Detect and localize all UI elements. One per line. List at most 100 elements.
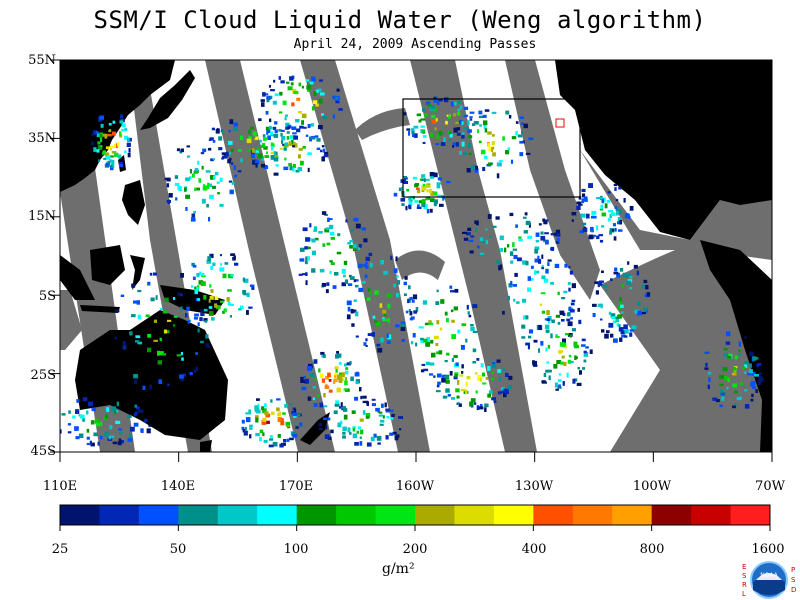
clw-pixel bbox=[221, 152, 226, 155]
clw-pixel bbox=[283, 166, 289, 171]
clw-pixel bbox=[541, 380, 546, 384]
clw-pixel bbox=[362, 400, 368, 404]
clw-pixel bbox=[747, 372, 753, 376]
clw-pixel bbox=[304, 246, 309, 250]
clw-pixel bbox=[321, 145, 325, 148]
clw-pixel bbox=[548, 375, 551, 381]
clw-pixel bbox=[618, 324, 621, 328]
clw-pixel bbox=[100, 421, 103, 426]
clw-pixel bbox=[289, 166, 293, 171]
clw-pixel bbox=[259, 139, 262, 143]
clw-pixel bbox=[358, 243, 362, 248]
clw-pixel bbox=[203, 184, 206, 188]
clw-pixel bbox=[327, 436, 332, 440]
clw-pixel bbox=[451, 334, 456, 339]
clw-pixel bbox=[367, 333, 372, 336]
swath-gap-8 bbox=[355, 108, 410, 140]
clw-pixel bbox=[167, 383, 170, 387]
clw-pixel bbox=[201, 272, 205, 276]
clw-pixel bbox=[418, 326, 424, 329]
lon-label-110e: 110E bbox=[42, 479, 78, 494]
clw-pixel bbox=[462, 231, 467, 234]
clw-pixel bbox=[210, 265, 213, 270]
clw-pixel bbox=[753, 374, 759, 377]
clw-pixel bbox=[248, 306, 253, 309]
clw-pixel bbox=[621, 311, 624, 314]
clw-pixel bbox=[147, 333, 152, 338]
clw-pixel bbox=[110, 164, 113, 168]
clw-pixel bbox=[555, 388, 559, 391]
clw-pixel bbox=[523, 230, 529, 234]
clw-pixel bbox=[472, 348, 477, 353]
clw-pixel bbox=[257, 154, 262, 157]
clw-pixel bbox=[528, 137, 534, 140]
clw-pixel bbox=[479, 377, 483, 382]
clw-pixel bbox=[476, 358, 480, 361]
clw-pixel bbox=[456, 132, 461, 136]
clw-pixel bbox=[324, 228, 330, 233]
clw-pixel bbox=[624, 329, 629, 334]
clw-pixel bbox=[268, 126, 273, 130]
clw-pixel bbox=[387, 334, 392, 340]
clw-pixel bbox=[519, 140, 524, 144]
clw-pixel bbox=[489, 235, 493, 238]
clw-pixel bbox=[385, 408, 390, 411]
clw-pixel bbox=[180, 352, 183, 356]
clw-pixel bbox=[75, 436, 80, 440]
clw-pixel bbox=[225, 151, 229, 157]
colorbar-swatch bbox=[454, 505, 495, 525]
clw-pixel bbox=[517, 134, 523, 138]
clw-pixel bbox=[311, 106, 315, 111]
clw-pixel bbox=[366, 442, 372, 447]
clw-pixel bbox=[209, 183, 212, 187]
clw-pixel bbox=[404, 276, 408, 280]
clw-pixel bbox=[295, 426, 299, 429]
clw-pixel bbox=[469, 111, 475, 114]
clw-pixel bbox=[306, 85, 311, 90]
clw-pixel bbox=[274, 153, 278, 157]
clw-pixel bbox=[505, 150, 510, 155]
clw-pixel bbox=[484, 128, 488, 133]
clw-pixel bbox=[607, 218, 611, 222]
clw-pixel bbox=[374, 290, 379, 295]
clw-pixel bbox=[314, 135, 319, 138]
clw-pixel bbox=[446, 181, 451, 184]
clw-pixel bbox=[582, 222, 587, 226]
clw-pixel bbox=[454, 288, 459, 293]
clw-pixel bbox=[433, 172, 438, 178]
clw-pixel bbox=[305, 79, 310, 82]
clw-pixel bbox=[266, 130, 269, 135]
clw-pixel bbox=[248, 136, 252, 139]
clw-pixel bbox=[116, 410, 119, 413]
clw-pixel bbox=[609, 230, 612, 235]
clw-pixel bbox=[479, 252, 485, 255]
clw-pixel bbox=[546, 361, 549, 364]
clw-pixel bbox=[513, 298, 516, 302]
clw-pixel bbox=[201, 275, 206, 278]
clw-pixel bbox=[113, 143, 117, 147]
colorbar-swatch bbox=[60, 505, 100, 525]
clw-pixel bbox=[322, 354, 326, 358]
clw-pixel bbox=[631, 325, 637, 329]
noaa-logo: E S R L P S D NOAA bbox=[742, 561, 796, 599]
logo-letter-l: L bbox=[742, 590, 746, 598]
clw-pixel bbox=[233, 122, 238, 127]
clw-pixel bbox=[336, 387, 342, 393]
clw-pixel bbox=[229, 119, 234, 125]
clw-pixel bbox=[153, 319, 157, 323]
clw-pixel bbox=[219, 267, 225, 272]
clw-pixel bbox=[498, 160, 503, 163]
clw-pixel bbox=[164, 177, 168, 181]
clw-pixel bbox=[467, 311, 470, 315]
clw-pixel bbox=[327, 417, 331, 421]
lat-label-55n: 55N bbox=[28, 53, 56, 68]
clw-pixel bbox=[439, 203, 444, 207]
clw-pixel bbox=[277, 412, 280, 417]
clw-pixel bbox=[619, 219, 623, 225]
clw-pixel bbox=[578, 196, 582, 200]
clw-pixel bbox=[254, 160, 260, 165]
clw-pixel bbox=[273, 126, 277, 131]
clw-pixel bbox=[558, 373, 562, 376]
clw-pixel bbox=[440, 142, 446, 146]
clw-pixel bbox=[422, 141, 426, 144]
